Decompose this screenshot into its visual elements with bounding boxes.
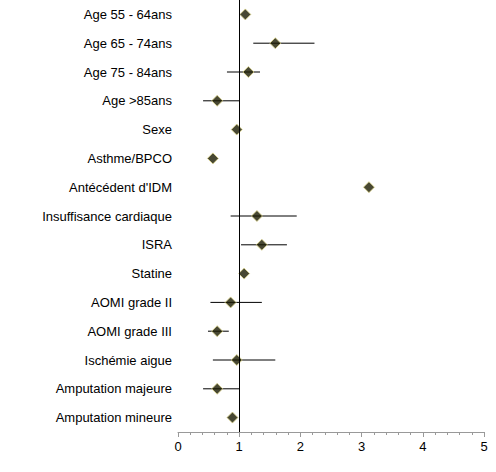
svg-text:4: 4 xyxy=(419,439,426,454)
svg-text:Sexe: Sexe xyxy=(142,122,172,137)
svg-text:Asthme/BPCO: Asthme/BPCO xyxy=(87,151,172,166)
svg-text:AOMI grade III: AOMI grade III xyxy=(87,324,172,339)
svg-text:0: 0 xyxy=(174,439,181,454)
svg-text:1: 1 xyxy=(236,439,243,454)
svg-text:Amputation mineure: Amputation mineure xyxy=(56,410,172,425)
svg-text:Age 75 - 84ans: Age 75 - 84ans xyxy=(84,65,173,80)
svg-text:2: 2 xyxy=(297,439,304,454)
svg-text:Insuffisance cardiaque: Insuffisance cardiaque xyxy=(42,209,172,224)
svg-text:Age >85ans: Age >85ans xyxy=(102,93,172,108)
svg-text:3: 3 xyxy=(358,439,365,454)
svg-text:ISRA: ISRA xyxy=(142,237,173,252)
svg-text:Antécédent d'IDM: Antécédent d'IDM xyxy=(69,180,172,195)
svg-text:AOMI grade II: AOMI grade II xyxy=(91,295,172,310)
svg-text:Amputation majeure: Amputation majeure xyxy=(56,381,172,396)
svg-text:Age 55 - 64ans: Age 55 - 64ans xyxy=(84,7,173,22)
svg-text:5: 5 xyxy=(480,439,487,454)
svg-text:Statine: Statine xyxy=(132,266,172,281)
svg-text:Ischémie aigue: Ischémie aigue xyxy=(85,353,172,368)
svg-text:Age 65 - 74ans: Age 65 - 74ans xyxy=(84,36,173,51)
